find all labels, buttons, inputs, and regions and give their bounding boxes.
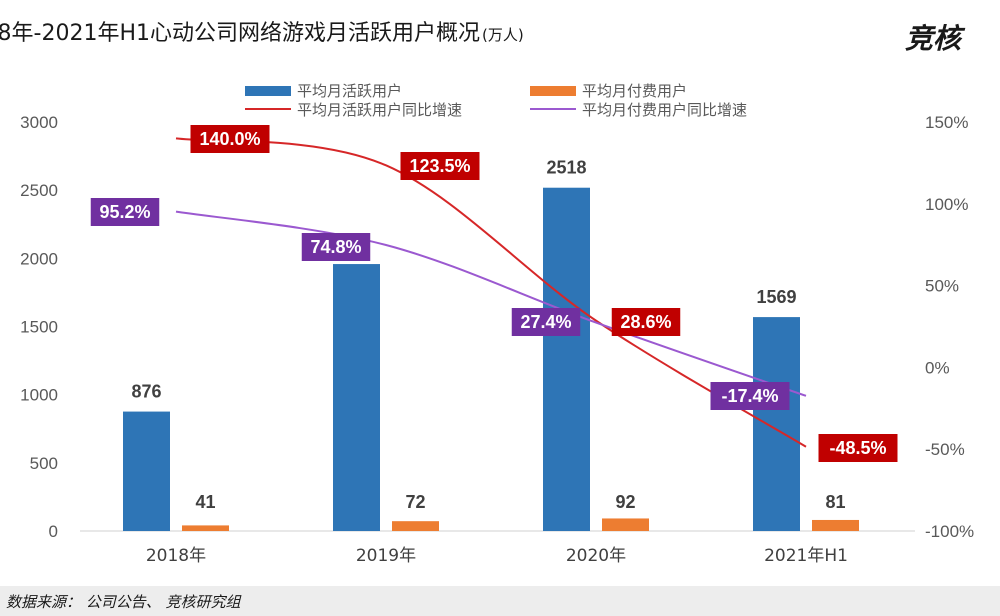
y-right-tick-label: 0%	[925, 358, 950, 377]
legend-label: 平均月付费用户同比增速	[582, 101, 747, 119]
x-category-label: 2018年	[146, 546, 206, 566]
growth-label-box	[818, 434, 898, 462]
y-right-tick-label: -50%	[925, 440, 965, 459]
y-left-tick-label: 2500	[20, 181, 58, 200]
bar-data-label: 72	[405, 492, 425, 512]
growth-label-box	[611, 308, 681, 336]
bar-data-label: 81	[825, 492, 845, 512]
y-left-tick-label: 1000	[20, 386, 58, 405]
y-left-tick-label: 500	[30, 454, 58, 473]
bar-paying-users	[182, 525, 229, 531]
y-left-tick-label: 2000	[20, 249, 58, 268]
chart-title-unit: (万人)	[482, 26, 524, 44]
bar-active-users	[333, 264, 380, 531]
growth-label-box	[190, 125, 270, 153]
growth-data-label: 28.6%	[620, 312, 671, 332]
chart-title: 2018年-2021年H1心动公司网络游戏月活跃用户概况	[0, 21, 480, 46]
bar-data-label: 2518	[546, 158, 586, 178]
growth-data-label: -48.5%	[829, 438, 886, 458]
bar-labels: 876 2518 1569 41 72 92 81	[131, 158, 845, 512]
y-left-tick-label: 0	[49, 522, 58, 541]
x-category-label: 2020年	[566, 546, 626, 566]
x-axis: 2018年 2019年 2020年 2021年H1	[146, 546, 848, 566]
y-right-tick-label: 50%	[925, 277, 959, 296]
left-axis: 0 500 1000 1500 2000 2500 3000	[20, 113, 58, 541]
legend-label: 平均月付费用户	[582, 82, 687, 100]
bar-paying-users	[812, 519, 859, 531]
y-right-tick-label: 150%	[925, 113, 968, 132]
y-right-tick-label: 100%	[925, 195, 968, 214]
bar-data-label: 1569	[756, 287, 796, 307]
bars	[123, 187, 859, 532]
source-footer-bg	[0, 586, 1000, 616]
y-left-tick-label: 3000	[20, 113, 58, 132]
growth-data-label: -17.4%	[721, 386, 778, 406]
bar-active-users	[543, 187, 590, 532]
source-footer: 数据来源： 公司公告、 竞核研究组	[6, 593, 243, 611]
right-axis: -100% -50% 0% 50% 100% 150%	[925, 113, 974, 541]
bar-paying-users	[392, 521, 439, 531]
legend-label: 平均月活跃用户	[297, 82, 402, 100]
growth-label-box	[90, 198, 160, 226]
y-left-tick-label: 1500	[20, 318, 58, 337]
growth-label-box	[301, 233, 371, 261]
bar-data-label: 876	[131, 382, 161, 402]
bar-active-users	[753, 317, 800, 531]
legend-label: 平均月活跃用户同比增速	[297, 101, 462, 119]
x-category-label: 2021年H1	[764, 546, 848, 566]
growth-label-box	[400, 152, 480, 180]
growth-label-box	[710, 382, 790, 410]
growth-data-label: 27.4%	[520, 312, 571, 332]
growth-data-label: 74.8%	[310, 237, 361, 257]
line-paying-growth	[175, 210, 807, 397]
line-labels: 140.0% 123.5% 28.6% -48.5% 95.2% 74.8% 27.4% -1…	[90, 125, 898, 462]
legend-swatch	[530, 86, 576, 96]
bar-active-users	[123, 411, 170, 531]
growth-data-label: 95.2%	[99, 202, 150, 222]
growth-data-label: 123.5%	[409, 156, 470, 176]
legend-swatch	[245, 86, 291, 96]
bar-paying-users	[602, 518, 649, 531]
bar-data-label: 41	[195, 492, 215, 512]
growth-data-label: 140.0%	[199, 129, 260, 149]
y-right-tick-label: -100%	[925, 522, 974, 541]
brand-logo: 竞核	[905, 22, 966, 55]
bar-data-label: 92	[615, 492, 635, 512]
growth-label-box	[511, 308, 581, 336]
x-category-label: 2019年	[356, 546, 416, 566]
